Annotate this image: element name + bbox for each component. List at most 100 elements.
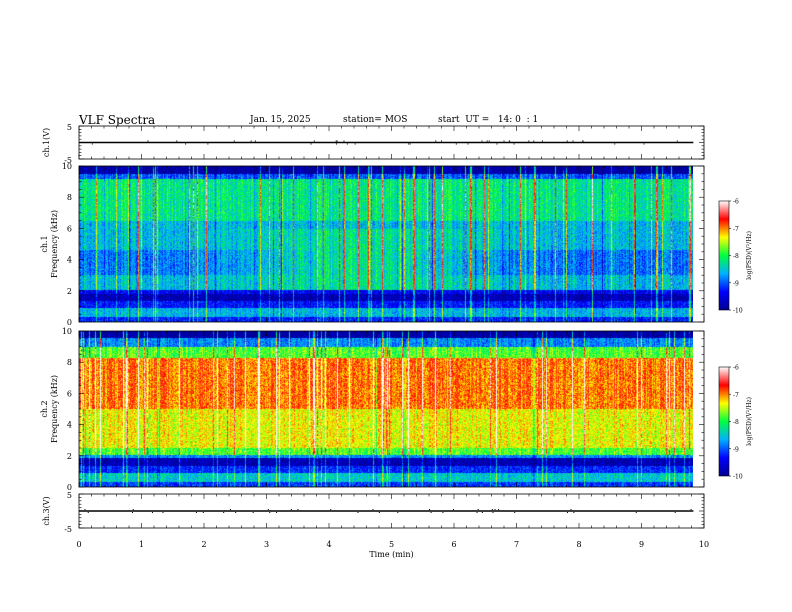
start-time-label: start UT = 14: 0 : 1	[438, 115, 539, 125]
ch3-voltage-spike	[252, 512, 254, 513]
ch1-spectrogram-colorbar-tick-label: -9	[733, 280, 739, 287]
ch2-spectrogram-ytick-label: 8	[67, 358, 72, 367]
ch2-spectrogram-colorbar-tick-label: -6	[733, 365, 739, 372]
ch1-spectrogram-ytick-label: 4	[67, 256, 72, 265]
ch1-spectrogram-ytick-label: 0	[67, 318, 72, 327]
ch1-voltage-spike	[481, 140, 483, 142]
ch1-voltage-spike	[233, 140, 235, 142]
ch1-voltage-spike	[435, 140, 437, 142]
ch3-voltage-spike	[442, 512, 444, 513]
ch1-spectrogram-image	[79, 166, 693, 322]
ch2-spectrogram-ylabel-line: ch.2	[40, 400, 49, 417]
ch1-voltage-spike	[310, 143, 312, 145]
ch1-voltage-spike	[572, 140, 574, 142]
ch1-spectrogram-colorbar-tick-label: -6	[733, 199, 739, 206]
ch2-spectrogram-image	[79, 331, 693, 487]
date-label: Jan. 15, 2025	[250, 115, 311, 125]
ch3-voltage-spike	[452, 509, 454, 510]
ch1-spectrogram-colorbar-label: log(PSD)(V²/Hz)	[746, 231, 753, 280]
ch3-voltage-spike	[162, 512, 164, 513]
ch3-voltage-spike	[297, 509, 299, 510]
ch3-voltage-spike	[570, 509, 572, 510]
xtick-label: 5	[389, 540, 394, 549]
ch1-voltage-spike	[335, 143, 337, 145]
ch1-spectrogram-colorbar-tick-label: -8	[733, 253, 739, 260]
ch1-voltage-spike	[335, 140, 337, 142]
ch3-voltage-spike	[269, 512, 271, 513]
ch2-spectrogram-colorbar-tick-label: -9	[733, 446, 739, 453]
ch3-voltage-spike	[494, 509, 496, 510]
xtick-label: 6	[451, 540, 456, 549]
ch1-voltage-spike	[496, 143, 498, 145]
xtick-label: 10	[699, 540, 709, 549]
ch3-voltage-spike	[132, 509, 134, 510]
ch3-voltage-spike	[195, 512, 197, 513]
ch2-spectrogram-colorbar-label: log(PSD)(V²/Hz)	[746, 397, 753, 446]
ch1-spectrogram-colorbar-tick-label: -7	[733, 226, 739, 233]
ch2-spectrogram-ytick-label: 10	[62, 327, 72, 336]
ch3-voltage-spike	[223, 512, 225, 513]
ch3-voltage-spike	[151, 512, 153, 513]
ch1-voltage-spike	[541, 140, 543, 142]
xtick-label: 9	[639, 540, 644, 549]
ch3-voltage-ytick-label: 5	[67, 491, 72, 500]
ch3-voltage-spike	[498, 509, 500, 510]
ch2-spectrogram-ytick-label: 0	[67, 483, 72, 492]
ch1-voltage-spike	[250, 140, 252, 142]
ch3-voltage-spike	[290, 509, 292, 510]
ch2-spectrogram-ytick-label: 2	[67, 452, 72, 461]
ch1-voltage-spike	[313, 140, 315, 142]
xtick-label: 4	[326, 540, 331, 549]
ch1-spectrogram-ytick-label: 10	[62, 162, 72, 171]
xtick-label: 1	[139, 540, 144, 549]
ch3-voltage-spike	[276, 512, 278, 513]
xtick-label: 3	[264, 540, 269, 549]
ch3-voltage-spike	[84, 509, 86, 510]
ch2-spectrogram-ylabel: ch.2Frequency (kHz)	[40, 375, 59, 443]
ch1-spectrogram-ytick-label: 6	[67, 224, 72, 233]
ch3-voltage-spike	[573, 512, 575, 513]
ch3-voltage-spike	[492, 512, 494, 513]
ch1-spectrogram-colorbar-tick-label: -10	[733, 308, 743, 315]
ch1-voltage-spike	[614, 143, 616, 145]
xtick-label: 2	[201, 540, 206, 549]
ch1-voltage-spike	[488, 140, 490, 142]
ch3-voltage-spike	[429, 509, 431, 510]
ch3-voltage-spike	[330, 509, 332, 510]
ch1-voltage-spike	[185, 143, 187, 145]
ch3-voltage-spike	[481, 512, 483, 513]
ch1-voltage-spike	[503, 140, 505, 142]
ch3-voltage-spike	[131, 512, 133, 513]
ch3-voltage-spike	[235, 512, 237, 513]
chart-title: VLF Spectra	[79, 113, 156, 127]
ch3-voltage-spike	[378, 512, 380, 513]
ch1-voltage-spike	[409, 143, 411, 145]
ch1-voltage-spike	[91, 143, 93, 145]
ch3-voltage-ytick-label: -5	[64, 525, 72, 534]
ch3-voltage-spike	[229, 509, 231, 510]
ch1-voltage-spike	[566, 140, 568, 142]
ch1-voltage-spike	[354, 143, 356, 145]
ch1-spectrogram-ytick-label: 8	[67, 193, 72, 202]
ch3-voltage-spike	[635, 512, 637, 513]
ch1-spectrogram-ylabel: ch.1Frequency (kHz)	[40, 210, 59, 278]
ch1-voltage-spike	[513, 143, 515, 145]
ch1-voltage-spike	[467, 143, 469, 145]
ch1-spectrogram-colorbar	[718, 200, 730, 311]
ch1-voltage-spike	[408, 143, 410, 145]
ch3-voltage-spike	[674, 512, 676, 513]
ch1-voltage-spike	[582, 140, 584, 142]
ch3-voltage-spike	[566, 512, 568, 513]
ch1-voltage-spike	[147, 140, 149, 142]
ch1-voltage-spike	[455, 143, 457, 145]
ch2-spectrogram-colorbar-tick-label: -7	[733, 392, 739, 399]
ch1-voltage-spike	[176, 140, 178, 142]
ch1-voltage-spike	[533, 140, 535, 142]
ch1-spectrogram-ylabel-line: Frequency (kHz)	[50, 210, 59, 278]
ch3-voltage-spike	[397, 512, 399, 513]
ch2-spectrogram-colorbar-tick-label: -10	[733, 474, 743, 481]
ch1-voltage-spike	[254, 140, 256, 142]
ch3-voltage-spike	[357, 512, 359, 513]
ch3-voltage-spike	[372, 509, 374, 510]
